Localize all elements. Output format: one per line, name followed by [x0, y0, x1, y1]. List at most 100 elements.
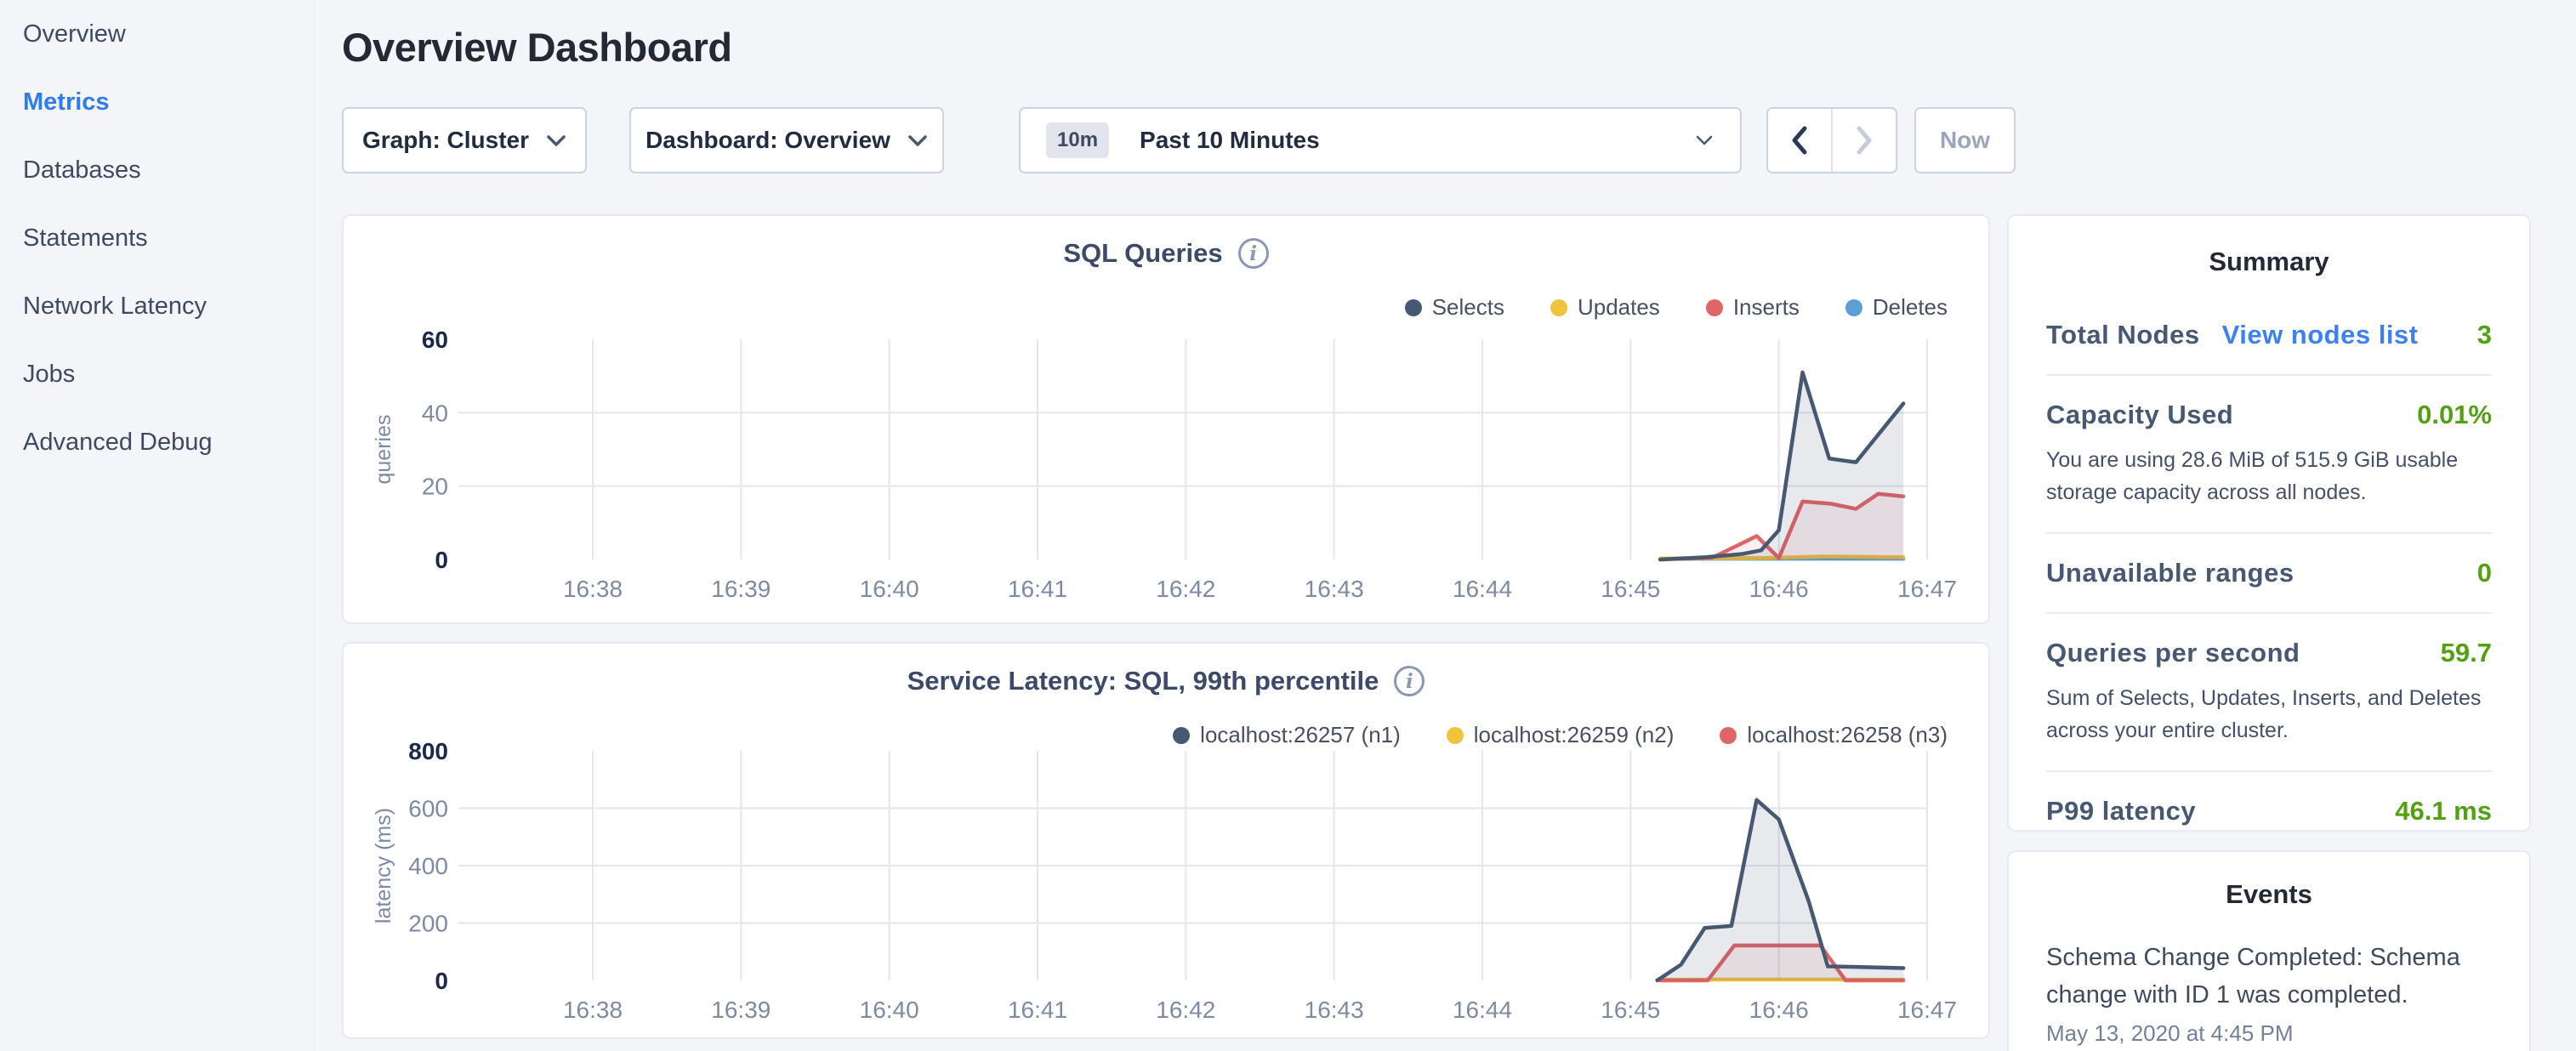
- legend-item: Deletes: [1845, 294, 1948, 321]
- chevron-down-icon: [908, 134, 927, 146]
- service-latency-chart-card: Service Latency: SQL, 99th percentile i …: [342, 642, 1990, 1039]
- info-icon[interactable]: i: [1394, 666, 1425, 696]
- summary-label: P99 latency: [2046, 796, 2197, 826]
- chevron-down-icon: [547, 134, 566, 146]
- legend-item: localhost:26259 (n2): [1446, 722, 1675, 748]
- legend-label: localhost:26259 (n2): [1473, 722, 1675, 747]
- sidebar-item-metrics[interactable]: Metrics: [23, 88, 110, 116]
- svg-text:200: 200: [408, 911, 448, 937]
- svg-text:16:40: 16:40: [860, 997, 919, 1023]
- legend-dot-icon: [1550, 298, 1567, 316]
- legend-dot-icon: [1446, 726, 1464, 744]
- svg-text:16:41: 16:41: [1008, 576, 1067, 602]
- event-item[interactable]: Schema Change Completed: Schema change w…: [2009, 939, 2529, 1047]
- service-latency-chart[interactable]: 0 200 400 600 800 16:38 16:39 16:40 16:41 16:42 16…: [344, 644, 1988, 1037]
- svg-text:60: 60: [422, 327, 448, 353]
- events-title: Events: [2226, 879, 2312, 909]
- svg-text:16:44: 16:44: [1453, 997, 1512, 1023]
- event-timestamp: May 13, 2020 at 4:45 PM: [2046, 1020, 2294, 1046]
- sidebar-item-advanced-debug[interactable]: Advanced Debug: [23, 428, 213, 456]
- svg-text:latency (ms): latency (ms): [372, 808, 395, 923]
- svg-text:16:43: 16:43: [1305, 576, 1364, 602]
- legend-dot-icon: [1720, 726, 1737, 744]
- sidebar-item-databases[interactable]: Databases: [23, 156, 141, 184]
- legend-dot-icon: [1705, 298, 1723, 316]
- divider: [2046, 532, 2492, 534]
- summary-row-queries-per-second: Queries per second 59.7: [2046, 638, 2492, 668]
- legend-dot-icon: [1173, 726, 1191, 744]
- svg-text:0: 0: [435, 968, 448, 994]
- summary-value: 46.1 ms: [2395, 796, 2492, 826]
- legend-label: Updates: [1577, 294, 1660, 320]
- svg-text:16:38: 16:38: [563, 997, 623, 1023]
- graph-dropdown[interactable]: Graph: Cluster: [342, 107, 587, 173]
- svg-text:16:38: 16:38: [563, 576, 623, 602]
- svg-text:16:47: 16:47: [1897, 997, 1957, 1023]
- dashboard-dropdown[interactable]: Dashboard: Overview: [629, 107, 944, 173]
- dashboard-dropdown-label: Dashboard: Overview: [645, 127, 890, 153]
- time-range-label: Past 10 Minutes: [1140, 127, 1320, 153]
- svg-text:16:45: 16:45: [1601, 576, 1660, 602]
- summary-row-total-nodes: Total Nodes View nodes list 3: [2046, 320, 2492, 350]
- divider: [2046, 374, 2492, 376]
- summary-label: Total Nodes: [2046, 320, 2200, 349]
- summary-value: 0.01%: [2417, 400, 2492, 429]
- events-panel: Events Schema Change Completed: Schema c…: [2007, 850, 2531, 1051]
- legend-item: Selects: [1404, 294, 1504, 321]
- legend-item: localhost:26257 (n1): [1173, 722, 1401, 748]
- chevron-right-icon: [1857, 126, 1872, 155]
- svg-text:16:39: 16:39: [711, 997, 771, 1023]
- page-title: Overview Dashboard: [342, 25, 732, 70]
- svg-text:16:46: 16:46: [1749, 576, 1809, 602]
- divider: [2046, 770, 2492, 772]
- svg-text:queries: queries: [372, 415, 395, 485]
- summary-label: Unavailable ranges: [2046, 558, 2295, 588]
- sidebar-item-network-latency[interactable]: Network Latency: [23, 292, 207, 320]
- svg-text:400: 400: [408, 853, 448, 879]
- chart-title: SQL Queries: [1063, 238, 1223, 268]
- summary-row-p99-latency: P99 latency 46.1 ms: [2046, 796, 2492, 827]
- svg-text:16:45: 16:45: [1601, 997, 1660, 1023]
- time-step-buttons: [1766, 107, 1897, 173]
- legend-label: localhost:26257 (n1): [1200, 722, 1401, 747]
- summary-value: 0: [2476, 558, 2492, 588]
- time-back-button[interactable]: [1768, 109, 1831, 172]
- svg-text:16:47: 16:47: [1897, 576, 1957, 602]
- legend-label: Selects: [1431, 294, 1504, 320]
- legend-dot-icon: [1404, 298, 1422, 316]
- chart-legend: Selects Updates Inserts Deletes: [1404, 294, 1948, 321]
- sidebar-item-overview[interactable]: Overview: [23, 20, 126, 48]
- svg-text:20: 20: [422, 474, 448, 500]
- legend-dot-icon: [1845, 298, 1862, 316]
- svg-text:16:46: 16:46: [1749, 997, 1809, 1023]
- now-button[interactable]: Now: [1914, 107, 2016, 173]
- time-forward-button[interactable]: [1831, 109, 1896, 172]
- summary-row-unavailable-ranges: Unavailable ranges 0: [2046, 558, 2492, 588]
- chevron-left-icon: [1792, 126, 1807, 155]
- chart-legend: localhost:26257 (n1) localhost:26259 (n2)…: [1173, 722, 1948, 748]
- sql-queries-chart-card: SQL Queries i Selects Updates Inserts Delet…: [342, 214, 1990, 624]
- sidebar-item-statements[interactable]: Statements: [23, 224, 148, 252]
- info-icon[interactable]: i: [1237, 238, 1269, 269]
- sql-queries-chart[interactable]: 0 20 40 60 16:38 16:39 16:40 16:41 16:42 16:43 16:…: [344, 216, 1988, 622]
- chart-title: Service Latency: SQL, 99th percentile: [907, 666, 1379, 696]
- legend-item: Inserts: [1705, 294, 1800, 321]
- view-nodes-list-link[interactable]: View nodes list: [2221, 320, 2419, 349]
- time-range-select[interactable]: 10m Past 10 Minutes: [1019, 107, 1742, 173]
- svg-text:0: 0: [435, 547, 448, 573]
- summary-value: 3: [2476, 320, 2492, 349]
- summary-label: Capacity Used: [2046, 400, 2234, 429]
- sidebar-item-jobs[interactable]: Jobs: [23, 360, 76, 388]
- summary-title: Summary: [2209, 247, 2329, 276]
- graph-dropdown-label: Graph: Cluster: [361, 127, 530, 153]
- legend-item: Updates: [1550, 294, 1660, 321]
- svg-text:16:44: 16:44: [1453, 576, 1512, 602]
- chevron-down-icon: [1696, 135, 1713, 145]
- svg-text:600: 600: [408, 796, 448, 822]
- legend-label: Inserts: [1732, 294, 1800, 320]
- svg-text:40: 40: [422, 400, 448, 426]
- svg-text:16:40: 16:40: [860, 576, 919, 602]
- svg-text:16:42: 16:42: [1156, 997, 1215, 1023]
- time-range-badge: 10m: [1046, 122, 1110, 158]
